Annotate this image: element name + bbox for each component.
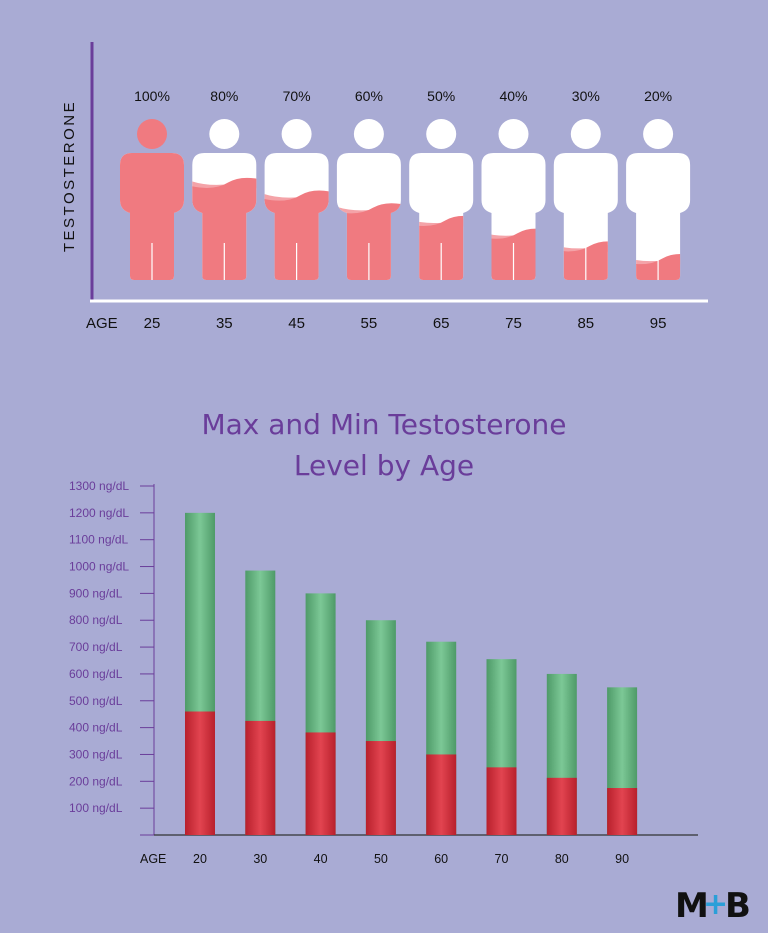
bar-min-20 (185, 711, 215, 835)
bar-min-40 (305, 732, 336, 835)
y-tick-label: 100 ng/dL (69, 801, 123, 815)
x-tick-label-70: 70 (495, 852, 509, 866)
y-tick-label: 400 ng/dL (69, 721, 123, 735)
percent-label-65: 50% (427, 88, 455, 104)
figure-head (209, 119, 240, 149)
percent-label-25: 100% (134, 88, 170, 104)
person-figure-55: 60% 55 (336, 88, 401, 332)
logo-letter-b: B (725, 886, 751, 926)
person-figure-25: 100% 25 (120, 88, 184, 332)
percent-label-95: 20% (644, 88, 672, 104)
percent-label-45: 70% (283, 88, 311, 104)
x-tick-label-20: 20 (193, 852, 207, 866)
bar-min-50 (365, 741, 396, 835)
y-tick-label: 300 ng/dL (69, 747, 123, 761)
top-y-axis-label: TESTOSTERONE (61, 100, 78, 252)
x-tick-label-50: 50 (374, 852, 388, 866)
bar-min-90 (607, 788, 638, 835)
person-figure-45: 70% 45 (264, 88, 329, 332)
person-figure-75: 40% 75 (481, 88, 546, 332)
bottom-chart: Max and Min Testosterone Level by Age 10… (69, 408, 698, 866)
logo-plus: + (703, 887, 728, 922)
bar-min-80 (546, 777, 577, 835)
figure-head (498, 119, 529, 149)
x-tick-label-80: 80 (555, 852, 569, 866)
age-label-65: 65 (433, 315, 450, 332)
figure-head (353, 119, 384, 149)
bars (185, 512, 638, 835)
y-tick-label: 1100 ng/dL (69, 533, 128, 547)
bar-min-70 (486, 767, 517, 835)
figure-body (626, 153, 691, 280)
x-ticks: 20 30 40 50 60 70 80 90 (193, 852, 629, 866)
figure-head (570, 119, 601, 149)
percent-label-75: 40% (499, 88, 527, 104)
y-tick-label: 500 ng/dL (69, 694, 123, 708)
y-tick-label: 1300 ng/dL (69, 479, 129, 493)
y-tick-label: 800 ng/dL (69, 613, 123, 627)
chart-title-line-1: Max and Min Testosterone (201, 408, 566, 441)
bar-min-60 (426, 754, 457, 835)
y-tick-label: 700 ng/dL (69, 640, 123, 654)
age-label-95: 95 (650, 315, 667, 332)
percent-label-55: 60% (355, 88, 383, 104)
bar-min-30 (245, 720, 276, 835)
age-label-55: 55 (361, 315, 378, 332)
person-figure-35: 80% 35 (192, 88, 257, 332)
x-axis-label: AGE (140, 852, 166, 866)
figure-head (426, 119, 457, 149)
age-label-25: 25 (144, 315, 161, 332)
top-chart: TESTOSTERONE AGE 100% 25 80% 35 70% 45 60% 55 50… (61, 42, 708, 332)
brand-logo: M + B (675, 886, 751, 926)
y-tick-label: 1200 ng/dL (69, 506, 129, 520)
age-label-45: 45 (288, 315, 305, 332)
y-tick-label: 900 ng/dL (69, 586, 123, 600)
x-tick-label-30: 30 (253, 852, 267, 866)
logo-letter-m: M (675, 886, 709, 926)
figure-fill (192, 177, 257, 280)
x-tick-label-40: 40 (314, 852, 328, 866)
x-tick-label-90: 90 (615, 852, 629, 866)
y-tick-label: 200 ng/dL (69, 774, 123, 788)
percent-label-35: 80% (210, 88, 238, 104)
figure-head (137, 119, 167, 149)
person-figure-95: 20% 95 (626, 88, 691, 332)
person-figure-65: 50% 65 (409, 88, 474, 332)
x-tick-label-60: 60 (434, 852, 448, 866)
percent-label-85: 30% (572, 88, 600, 104)
figure-head (643, 119, 674, 149)
figure-head (281, 119, 312, 149)
chart-title-line-2: Level by Age (294, 449, 474, 482)
age-label-35: 35 (216, 315, 233, 332)
figure-fill (264, 190, 329, 280)
y-ticks: 100 ng/dL 200 ng/dL 300 ng/dL 400 ng/dL 500 … (69, 479, 154, 836)
y-tick-label: 600 ng/dL (69, 667, 123, 681)
y-tick-label: 1000 ng/dL (69, 560, 129, 574)
top-x-axis-label: AGE (86, 315, 118, 332)
figure-row: 100% 25 80% 35 70% 45 60% 55 50% 65 40% 75 30% 85 20% 9… (120, 88, 691, 332)
age-label-75: 75 (505, 315, 522, 332)
person-figure-85: 30% 85 (553, 88, 618, 332)
age-label-85: 85 (577, 315, 594, 332)
